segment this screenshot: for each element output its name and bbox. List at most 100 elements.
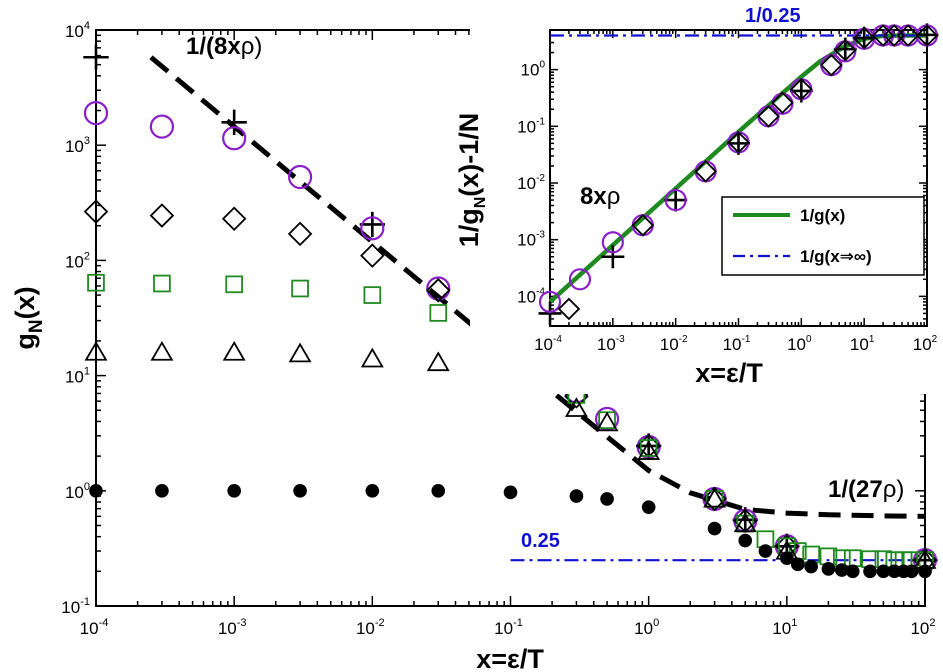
marker-triangle bbox=[703, 487, 727, 508]
marker-diamond bbox=[833, 38, 857, 62]
main-x-axis-label: x=ε/T bbox=[476, 644, 544, 672]
marker-circle bbox=[568, 268, 592, 291]
marker-filled-circle bbox=[569, 489, 584, 503]
marker-filled-circle bbox=[834, 563, 849, 577]
marker-filled-circle bbox=[227, 483, 241, 498]
y-tick-label: 101 bbox=[65, 366, 90, 387]
marker-filled-circle bbox=[876, 564, 891, 579]
x-tick-label: 102 bbox=[910, 617, 935, 638]
y-tick-label: 100 bbox=[521, 60, 546, 80]
marker-diamond bbox=[896, 24, 920, 47]
marker-triangle bbox=[288, 342, 312, 363]
y-tick-label: 103 bbox=[65, 135, 90, 156]
inset-curves bbox=[548, 33, 927, 304]
marker-diamond bbox=[360, 243, 385, 268]
inset-y-axis-label: 1/gN(x)-1/N bbox=[454, 113, 489, 248]
x-tick-label: 10-2 bbox=[356, 617, 385, 638]
marker-plus bbox=[601, 245, 625, 269]
marker-circle bbox=[538, 290, 562, 313]
legend-box bbox=[721, 196, 925, 276]
marker-plus bbox=[664, 188, 688, 212]
annotation-small-x-asymptote: 1/(8xρ) bbox=[186, 33, 262, 60]
marker-diamond bbox=[727, 131, 750, 154]
x-tick-label: 10-4 bbox=[80, 617, 109, 638]
marker-square bbox=[87, 273, 105, 292]
marker-triangle bbox=[222, 340, 246, 361]
marker-triangle bbox=[637, 440, 661, 460]
marker-filled-circle bbox=[821, 562, 836, 576]
x-tick-label: 100 bbox=[787, 334, 812, 354]
main-plot: 10-4 10-3 10-2 10-1 100 101 102 10-1 100 101 102 10… bbox=[61, 20, 938, 638]
marker-square bbox=[639, 439, 658, 457]
marker-diamond bbox=[149, 203, 175, 228]
marker-filled-circle bbox=[503, 485, 518, 500]
x-tick-label: 10-3 bbox=[597, 334, 625, 354]
marker-circle bbox=[360, 216, 385, 241]
x-tick-label: 100 bbox=[634, 617, 659, 638]
inset-axes: 10-4 10-3 10-2 10-1 100 101 102 10-4 10-3 10-2 10-… bbox=[517, 29, 938, 354]
marker-plus bbox=[538, 301, 562, 325]
marker-plus bbox=[915, 23, 939, 47]
marker-filled-circle bbox=[863, 564, 877, 579]
y-tick-label: 104 bbox=[65, 20, 90, 41]
marker-diamond bbox=[790, 78, 813, 101]
marker-triangle bbox=[84, 340, 108, 361]
x-tick-label: 10-1 bbox=[494, 617, 523, 638]
x-tick-label: 10-2 bbox=[660, 334, 688, 354]
marker-diamond bbox=[557, 297, 581, 321]
annotation-large-x-asymptote: 1/(27ρ) bbox=[828, 476, 904, 503]
marker-filled-circle bbox=[641, 500, 656, 515]
marker-triangle bbox=[426, 351, 450, 372]
marker-filled-circle bbox=[780, 551, 794, 566]
marker-plus bbox=[359, 211, 385, 238]
marker-filled-circle bbox=[845, 564, 860, 579]
marker-triangle bbox=[150, 340, 174, 361]
marker-diamond bbox=[771, 91, 794, 115]
marker-diamond bbox=[287, 221, 313, 247]
marker-triangle bbox=[564, 397, 588, 417]
y-tick-label: 10-1 bbox=[517, 116, 545, 136]
y-tick-label: 10-3 bbox=[517, 230, 545, 250]
x-tick-label: 10-3 bbox=[218, 617, 247, 638]
y-tick-label: 100 bbox=[65, 481, 90, 502]
marker-square bbox=[363, 286, 382, 304]
marker-triangle bbox=[360, 347, 384, 368]
marker-circle bbox=[287, 164, 313, 190]
marker-filled-circle bbox=[293, 483, 307, 498]
y-tick-label: 10-4 bbox=[517, 286, 545, 306]
marker-filled-circle bbox=[918, 564, 932, 579]
marker-filled-circle bbox=[155, 483, 169, 498]
main-y-axis-label: gN(x) bbox=[10, 286, 47, 349]
marker-square bbox=[843, 549, 862, 568]
marker-circle bbox=[83, 100, 109, 126]
marker-diamond bbox=[221, 206, 247, 232]
marker-square bbox=[291, 279, 309, 298]
marker-plus bbox=[727, 131, 750, 155]
y-tick-label: 10-1 bbox=[61, 596, 90, 617]
marker-filled-circle bbox=[707, 521, 722, 536]
marker-filled-circle bbox=[758, 544, 773, 558]
marker-plus bbox=[221, 109, 247, 135]
marker-circle bbox=[149, 114, 175, 139]
marker-diamond bbox=[694, 160, 717, 183]
legend-label-1g-inf: 1/g(x⇒∞) bbox=[800, 247, 872, 266]
marker-plus bbox=[83, 44, 109, 70]
marker-filled-circle bbox=[904, 564, 919, 579]
x-tick-label: 101 bbox=[850, 334, 875, 354]
marker-triangle bbox=[595, 411, 619, 432]
marker-diamond bbox=[915, 24, 939, 47]
y-tick-label: 102 bbox=[65, 250, 90, 271]
marker-filled-circle bbox=[804, 559, 818, 574]
marker-square bbox=[225, 275, 243, 294]
marker-diamond bbox=[820, 53, 843, 77]
marker-filled-circle bbox=[790, 557, 805, 572]
inset-annotation-slope: 8xρ bbox=[580, 183, 620, 210]
marker-plus bbox=[852, 26, 876, 50]
marker-diamond bbox=[871, 24, 895, 47]
marker-filled-circle bbox=[365, 483, 380, 498]
x-tick-label: 102 bbox=[913, 334, 938, 354]
x-tick-label: 101 bbox=[772, 617, 797, 638]
main-series bbox=[83, 44, 938, 579]
marker-circle bbox=[601, 231, 624, 254]
